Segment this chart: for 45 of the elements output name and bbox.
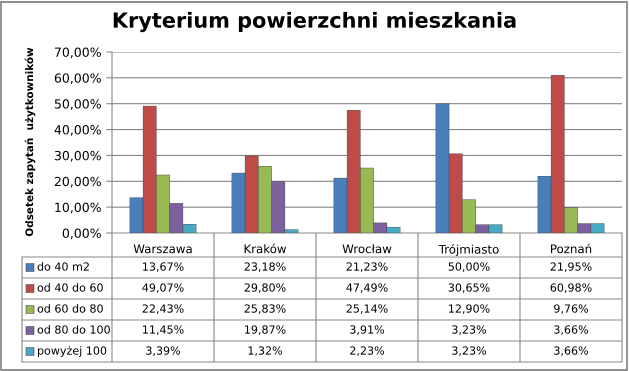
data-label: 29,80% <box>244 283 286 293</box>
legend-label: od 80 do 100 <box>38 325 110 334</box>
y-tick-label: 20,00% <box>54 176 101 188</box>
data-label: 49,07% <box>142 283 184 293</box>
data-label: 47,49% <box>346 283 388 293</box>
data-label: 2,23% <box>350 346 384 356</box>
data-label: 3,66% <box>554 325 588 335</box>
x-tick-label: Kraków <box>244 244 286 254</box>
data-label: 9,76% <box>554 304 588 314</box>
legend-label: do 40 m2 <box>38 262 89 271</box>
data-label: 12,90% <box>449 304 490 314</box>
data-label: 22,43% <box>142 304 184 314</box>
chart-title: Kryterium powierzchni mieszkania <box>114 12 516 32</box>
data-label: 50,00% <box>448 262 490 272</box>
y-tick-label: 30,00% <box>54 150 101 162</box>
data-label: 60,98% <box>550 283 592 293</box>
y-tick-label: 10,00% <box>55 202 101 214</box>
x-tick-label: Poznań <box>551 244 592 254</box>
data-label: 3,91% <box>350 325 384 335</box>
data-label: 11,45% <box>143 325 184 335</box>
legend-label: od 60 do 80 <box>38 304 103 313</box>
x-tick-label: Trójmiasto <box>438 244 499 256</box>
data-label: 25,14% <box>346 304 388 314</box>
data-label: 23,18% <box>244 262 286 272</box>
data-label: 3,39% <box>146 346 180 356</box>
data-label: 13,67% <box>143 262 184 272</box>
data-label: 19,87% <box>245 325 286 335</box>
data-label: 3,23% <box>452 346 486 356</box>
y-tick-label: 0,00% <box>62 228 101 240</box>
x-tick-label: Warszawa <box>134 244 192 254</box>
y-tick-label: 70,00% <box>54 47 101 58</box>
data-label: 25,83% <box>244 304 286 314</box>
y-axis-title: Odsetek zapytań użytkowników <box>24 48 36 236</box>
legend-label: powyżej 100 <box>38 346 106 357</box>
data-label: 1,32% <box>248 346 282 356</box>
data-label: 3,66% <box>554 346 588 356</box>
y-tick-label: 50,00% <box>54 99 101 110</box>
y-tick-label: 60,00% <box>54 73 101 84</box>
y-tick-label: 40,00% <box>54 125 101 136</box>
x-tick-label: Wrocław <box>342 244 392 254</box>
data-label: 30,65% <box>448 283 490 293</box>
data-label: 21,95% <box>550 262 592 272</box>
data-label: 3,23% <box>452 325 486 335</box>
legend-label: od 40 do 60 <box>38 283 103 292</box>
data-label: 21,23% <box>346 262 388 272</box>
